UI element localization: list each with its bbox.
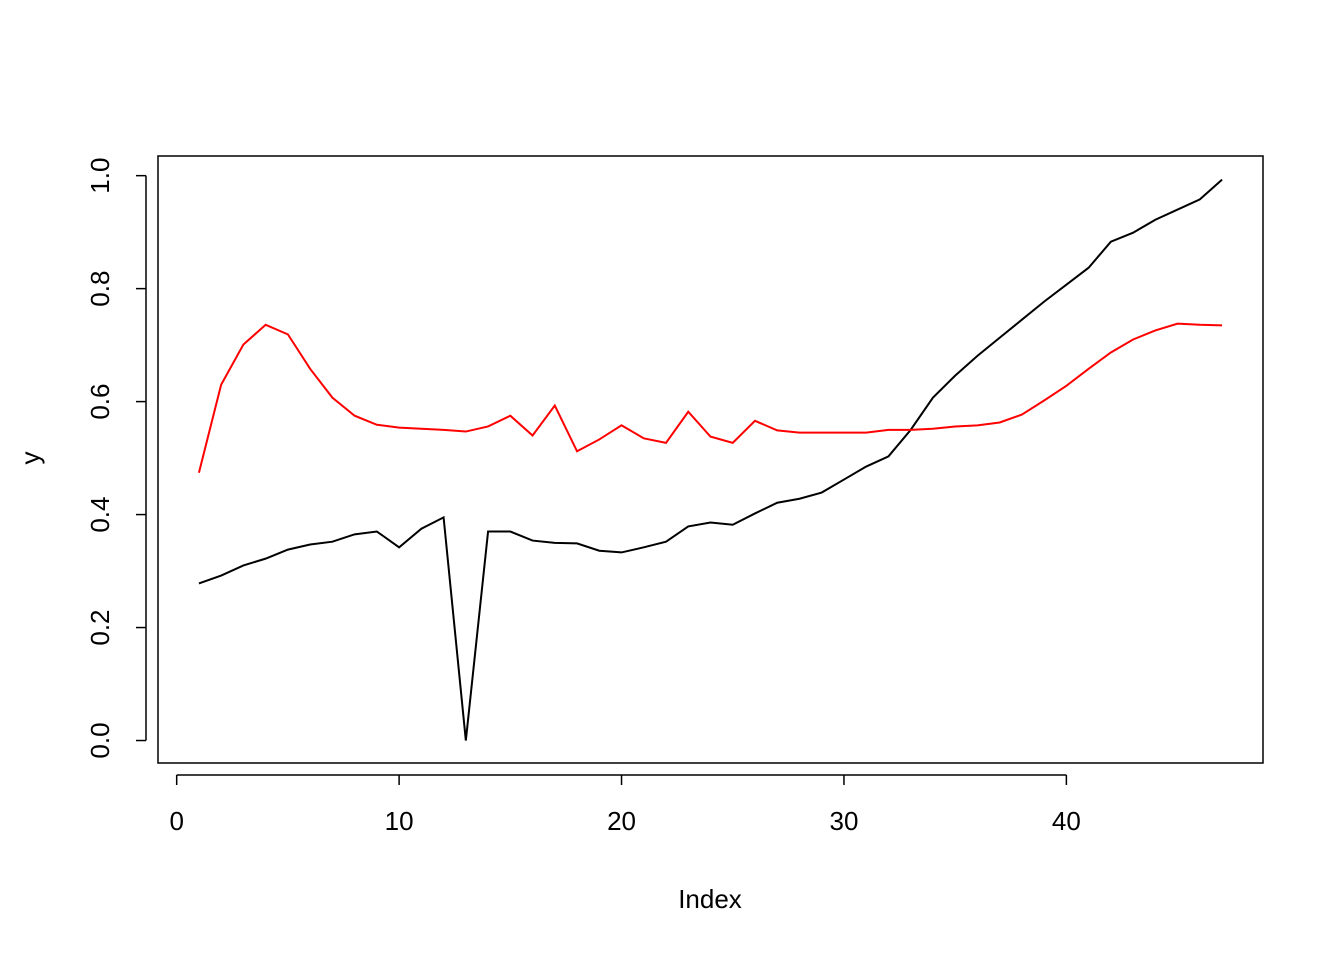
y-tick-label: 0.8 bbox=[85, 271, 115, 307]
y-axis-label: y bbox=[15, 452, 45, 465]
y-tick-label: 0.6 bbox=[85, 384, 115, 420]
x-axis-label: Index bbox=[678, 884, 742, 914]
line-series bbox=[198, 178, 1223, 741]
x-tick-label: 20 bbox=[607, 806, 636, 836]
y-tick-label: 0.0 bbox=[85, 722, 115, 758]
x-tick-label: 40 bbox=[1052, 806, 1081, 836]
y-tick-label: 0.2 bbox=[85, 609, 115, 645]
x-tick-label: 30 bbox=[829, 806, 858, 836]
x-tick-label: 0 bbox=[169, 806, 183, 836]
y-tick-label: 1.0 bbox=[85, 158, 115, 194]
x-tick-label: 10 bbox=[385, 806, 414, 836]
y-tick-label: 0.4 bbox=[85, 496, 115, 532]
plot-box bbox=[157, 155, 1264, 764]
line-series bbox=[197, 322, 1223, 474]
